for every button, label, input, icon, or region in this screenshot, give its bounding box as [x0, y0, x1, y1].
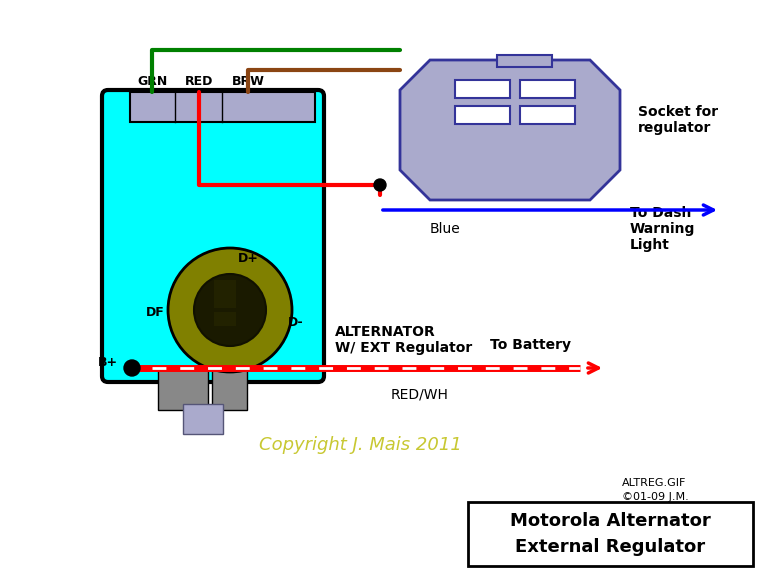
Text: RED: RED: [185, 75, 214, 88]
Bar: [455, 106, 510, 124]
Bar: [212, 370, 247, 410]
Text: To Battery: To Battery: [490, 338, 571, 352]
FancyBboxPatch shape: [102, 90, 324, 382]
Text: RED/WH: RED/WH: [391, 388, 449, 402]
Text: Motorola Alternator
External Regulator: Motorola Alternator External Regulator: [510, 513, 711, 555]
Circle shape: [124, 360, 140, 376]
Circle shape: [168, 248, 292, 372]
Bar: [214, 280, 236, 308]
Text: DF: DF: [146, 305, 164, 319]
Bar: [468, 502, 753, 566]
Circle shape: [194, 274, 266, 346]
Bar: [214, 312, 236, 326]
Text: D-: D-: [288, 316, 304, 328]
Bar: [497, 55, 552, 67]
Text: D+: D+: [237, 252, 259, 264]
Text: GRN: GRN: [137, 75, 167, 88]
Text: To Dash
Warning
Light: To Dash Warning Light: [630, 206, 695, 252]
Text: ©01-09 J.M.: ©01-09 J.M.: [622, 492, 689, 502]
Circle shape: [374, 179, 386, 191]
Bar: [183, 404, 223, 434]
Text: Blue: Blue: [430, 222, 461, 236]
Text: Copyright J. Mais 2011: Copyright J. Mais 2011: [259, 436, 462, 454]
Text: BRW: BRW: [232, 75, 264, 88]
Text: ALTERNATOR
W/ EXT Regulator: ALTERNATOR W/ EXT Regulator: [335, 325, 472, 355]
Polygon shape: [400, 60, 620, 200]
Bar: [520, 106, 575, 124]
Bar: [520, 80, 575, 98]
Text: ALTREG.GIF: ALTREG.GIF: [622, 478, 687, 488]
Text: B+: B+: [98, 355, 118, 369]
Bar: [130, 92, 315, 122]
Bar: [455, 80, 510, 98]
Bar: [158, 370, 208, 410]
Text: Socket for
regulator: Socket for regulator: [638, 105, 718, 135]
